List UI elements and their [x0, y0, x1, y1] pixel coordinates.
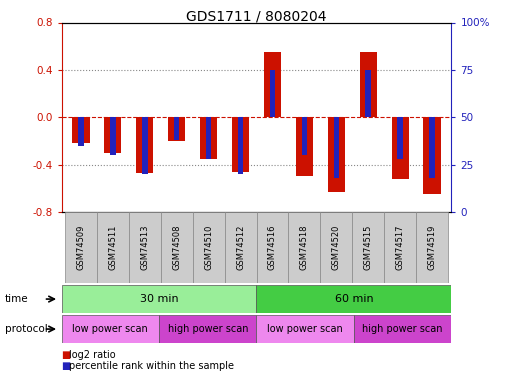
Text: GSM74511: GSM74511: [108, 225, 117, 270]
Bar: [365, 70, 371, 117]
Bar: [302, 117, 307, 155]
FancyBboxPatch shape: [62, 285, 256, 313]
Text: GSM74519: GSM74519: [428, 225, 437, 270]
Text: GSM74518: GSM74518: [300, 225, 309, 270]
FancyBboxPatch shape: [256, 212, 288, 283]
Bar: [391, 117, 409, 179]
FancyBboxPatch shape: [192, 212, 225, 283]
Bar: [270, 70, 275, 117]
Text: high power scan: high power scan: [363, 324, 443, 334]
Bar: [72, 117, 90, 143]
Bar: [328, 117, 345, 192]
Bar: [200, 117, 218, 159]
Text: ■: ■: [62, 362, 71, 371]
Text: percentile rank within the sample: percentile rank within the sample: [69, 362, 234, 371]
Text: GSM74510: GSM74510: [204, 225, 213, 270]
Bar: [429, 117, 435, 178]
FancyBboxPatch shape: [321, 212, 352, 283]
FancyBboxPatch shape: [129, 212, 161, 283]
Bar: [423, 117, 441, 194]
Text: protocol: protocol: [5, 324, 48, 334]
Bar: [174, 117, 180, 140]
Bar: [136, 117, 153, 173]
Bar: [110, 117, 115, 155]
FancyBboxPatch shape: [354, 315, 451, 343]
Text: ■: ■: [62, 350, 71, 360]
Bar: [398, 117, 403, 159]
Text: time: time: [5, 294, 29, 304]
Text: high power scan: high power scan: [168, 324, 248, 334]
Text: low power scan: low power scan: [72, 324, 148, 334]
Bar: [333, 117, 339, 178]
Bar: [238, 117, 243, 174]
Text: GDS1711 / 8080204: GDS1711 / 8080204: [186, 9, 327, 23]
FancyBboxPatch shape: [159, 315, 256, 343]
Bar: [168, 117, 185, 141]
Bar: [295, 117, 313, 176]
FancyBboxPatch shape: [225, 212, 256, 283]
FancyBboxPatch shape: [352, 212, 384, 283]
Text: 60 min: 60 min: [334, 294, 373, 304]
FancyBboxPatch shape: [65, 212, 97, 283]
Text: GSM74517: GSM74517: [396, 225, 405, 270]
Text: 30 min: 30 min: [140, 294, 179, 304]
FancyBboxPatch shape: [256, 285, 451, 313]
Text: GSM74513: GSM74513: [140, 225, 149, 270]
Text: low power scan: low power scan: [267, 324, 343, 334]
Bar: [232, 117, 249, 172]
FancyBboxPatch shape: [288, 212, 321, 283]
Text: GSM74520: GSM74520: [332, 225, 341, 270]
Text: log2 ratio: log2 ratio: [69, 350, 116, 360]
Text: GSM74516: GSM74516: [268, 225, 277, 270]
Bar: [104, 117, 122, 153]
Bar: [78, 117, 84, 146]
Text: GSM74512: GSM74512: [236, 225, 245, 270]
Text: GSM74508: GSM74508: [172, 225, 181, 270]
Bar: [206, 117, 211, 159]
FancyBboxPatch shape: [97, 212, 129, 283]
Bar: [264, 52, 281, 117]
Text: GSM74509: GSM74509: [76, 225, 85, 270]
Bar: [142, 117, 148, 174]
Bar: [360, 52, 377, 117]
FancyBboxPatch shape: [161, 212, 192, 283]
FancyBboxPatch shape: [62, 315, 159, 343]
FancyBboxPatch shape: [416, 212, 448, 283]
FancyBboxPatch shape: [256, 315, 354, 343]
Text: GSM74515: GSM74515: [364, 225, 373, 270]
FancyBboxPatch shape: [384, 212, 416, 283]
